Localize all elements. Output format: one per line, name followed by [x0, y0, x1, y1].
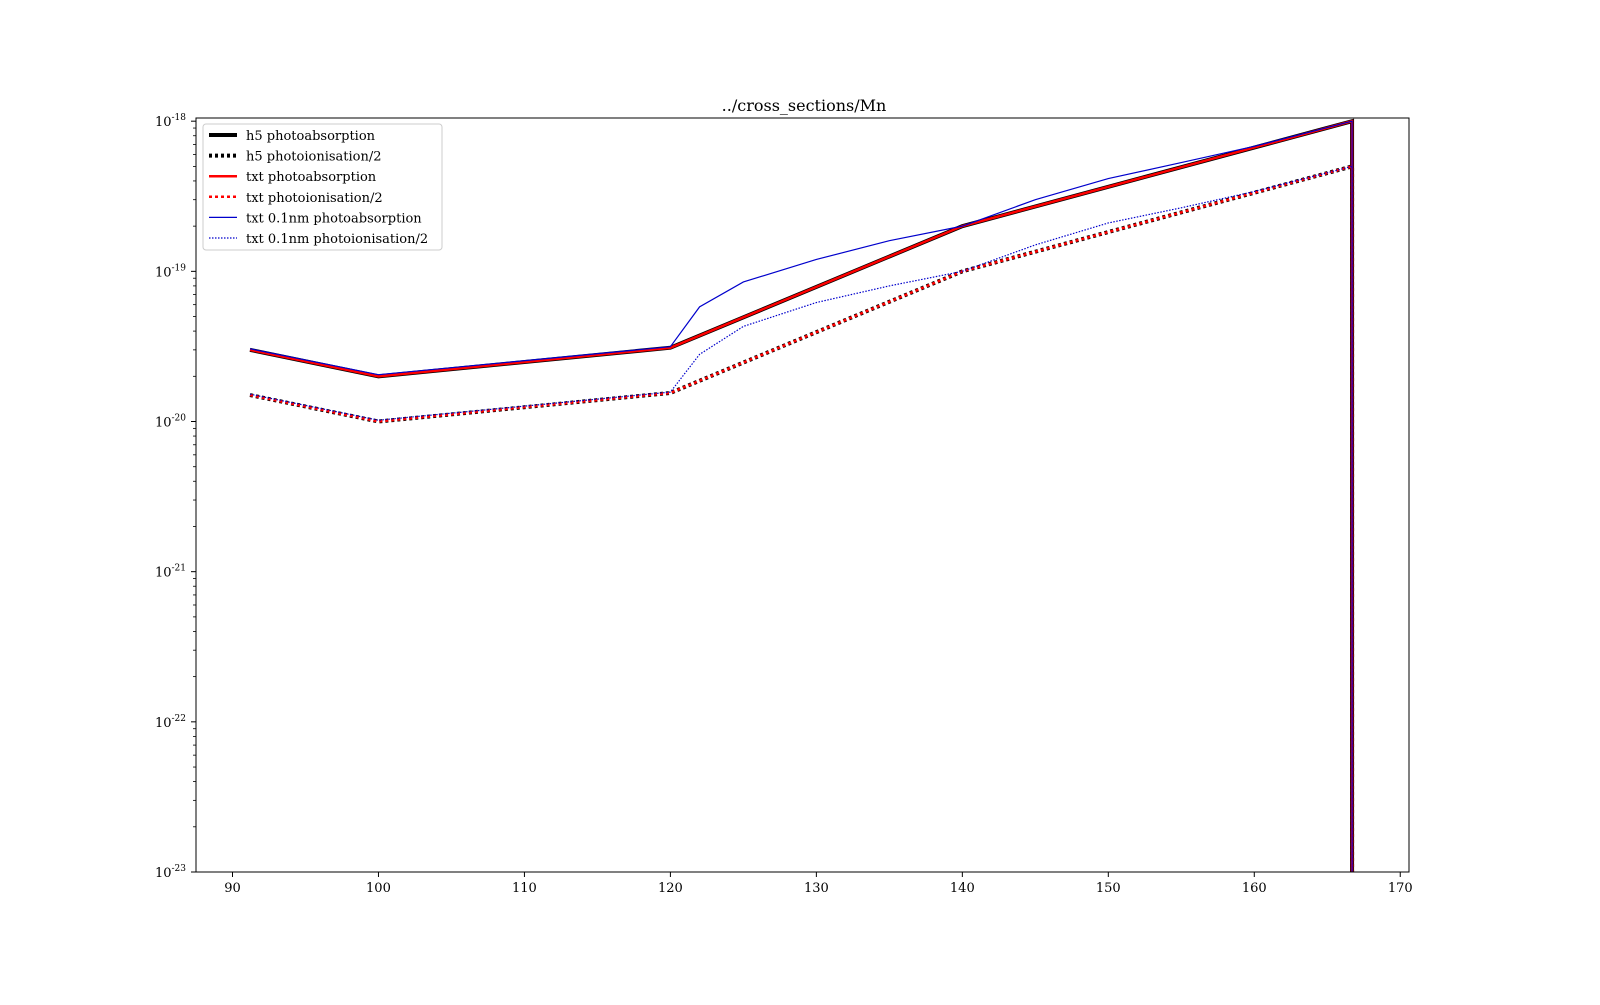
legend-box [202, 123, 443, 251]
x-tick-label: 130 [804, 881, 829, 896]
series-layer [249, 118, 1355, 872]
legend: h5 photoabsorption h5 photoionisation/2 tx… [202, 123, 443, 251]
x-tick-label: 140 [950, 881, 975, 896]
x-tick-label: 170 [1388, 881, 1413, 896]
plot-area-frame [195, 117, 1410, 873]
legend-label-0: h5 photoabsorption [246, 129, 376, 144]
x-tick-label: 160 [1242, 881, 1267, 896]
series-line-4 [249, 120, 1353, 872]
legend-label-2: txt photoabsorption [246, 170, 377, 185]
legend-label-4: txt 0.1nm photoabsorption [246, 211, 422, 226]
y-axis: 10-23 10-22 10-21 10-20 10-19 10-18 [155, 113, 196, 881]
chart-title: ../cross_sections/Mn [722, 96, 887, 115]
y-tick-label: 10-21 [155, 564, 186, 581]
x-tick-label: 90 [224, 881, 241, 896]
x-axis: 90 100 110 120 130 140 150 160 170 [224, 872, 1413, 896]
x-tick-label: 100 [366, 881, 391, 896]
y-tick-label: 10-19 [155, 263, 186, 280]
x-tick-label: 120 [658, 881, 683, 896]
y-tick-label: 10-22 [155, 714, 186, 731]
x-tick-label: 150 [1096, 881, 1121, 896]
series-line-5 [249, 165, 1353, 872]
legend-label-3: txt photoionisation/2 [246, 191, 383, 206]
y-tick-label: 10-18 [155, 113, 186, 130]
legend-label-5: txt 0.1nm photoionisation/2 [246, 232, 428, 247]
x-tick-label: 110 [512, 881, 537, 896]
legend-label-1: h5 photoionisation/2 [246, 150, 382, 165]
y-tick-label: 10-20 [155, 414, 186, 431]
y-tick-label: 10-23 [155, 864, 186, 881]
